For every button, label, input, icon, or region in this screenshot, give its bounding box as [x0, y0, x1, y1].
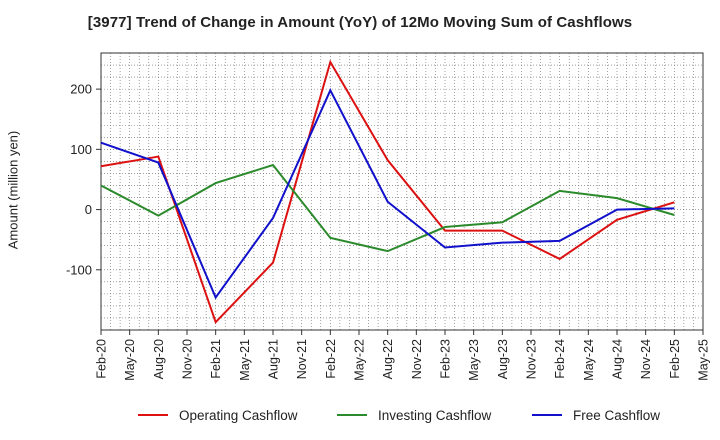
legend-label-operating: Operating Cashflow	[179, 407, 298, 423]
x-tick-label: Aug-21	[267, 339, 281, 379]
legend-item-investing-cashflow: Investing Cashflow	[337, 405, 491, 425]
x-tick-label: Nov-22	[410, 339, 424, 379]
x-tick-label: Aug-23	[496, 339, 510, 379]
x-tick-label: Feb-22	[324, 339, 338, 379]
y-tick-label: -100	[66, 262, 92, 277]
x-tick-label: May-20	[123, 339, 137, 381]
x-tick-label: Feb-23	[439, 339, 453, 379]
x-tick-label: Aug-22	[381, 339, 395, 379]
y-axis-label: Amount (million yen)	[5, 130, 21, 250]
series-line-operating-cashflow	[100, 59, 675, 325]
legend-label-investing: Investing Cashflow	[378, 407, 492, 423]
chart-title: [3977] Trend of Change in Amount (YoY) o…	[87, 14, 633, 31]
x-tick-label: Feb-20	[95, 339, 109, 379]
x-tick-label: May-21	[238, 339, 252, 381]
x-tick-label: Feb-25	[668, 339, 682, 379]
legend-item-operating-cashflow: Operating Cashflow	[138, 405, 298, 425]
legend-swatch-investing	[337, 414, 367, 416]
series-line-investing-cashflow	[100, 163, 675, 253]
y-axis: -100 0 100 200	[66, 82, 101, 277]
x-tick-label: May-24	[582, 339, 596, 381]
x-tick-label: Aug-24	[611, 339, 625, 379]
y-tick-label: 100	[70, 142, 92, 157]
x-tick-label: May-25	[697, 339, 711, 381]
x-tick-label: Nov-20	[181, 339, 195, 379]
y-tick-label: 0	[85, 202, 92, 217]
series-group	[100, 59, 675, 325]
x-tick-label: May-23	[467, 339, 481, 381]
y-tick-label: 200	[70, 82, 92, 97]
legend-item-free-cashflow: Free Cashflow	[532, 405, 660, 425]
x-tick-label: Feb-21	[209, 339, 223, 379]
legend-label-free: Free Cashflow	[573, 407, 661, 423]
x-tick-label: Nov-24	[639, 339, 653, 379]
x-tick-label: Nov-23	[525, 339, 539, 379]
grid	[101, 53, 703, 330]
x-tick-label: Aug-20	[152, 339, 166, 379]
x-axis: Feb-20 May-20 Aug-20 Nov-20 Feb-21 May-21 Aug-…	[95, 330, 711, 381]
x-tick-label: May-22	[353, 339, 367, 381]
x-tick-label: Feb-24	[553, 339, 567, 379]
series-line-free-cashflow	[100, 88, 675, 300]
x-tick-label: Nov-21	[295, 339, 309, 379]
plot-frame	[100, 52, 704, 331]
legend-swatch-operating	[138, 414, 168, 416]
legend: Operating Cashflow Investing Cashflow Fr…	[0, 405, 720, 425]
legend-swatch-free	[532, 414, 562, 416]
